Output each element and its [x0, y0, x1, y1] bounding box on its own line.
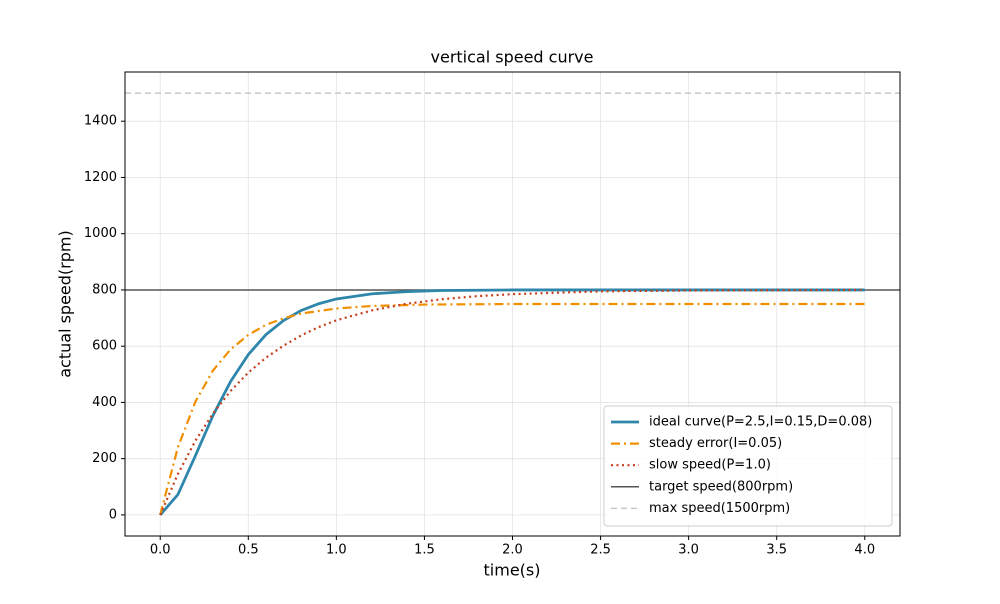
y-tick-label: 400 [92, 395, 117, 410]
x-tick-label: 3.5 [766, 543, 787, 558]
legend-box [603, 405, 893, 527]
y-axis-label: actual speed(rpm) [56, 230, 75, 378]
chart-title: vertical speed curve [431, 48, 594, 67]
x-tick-label: 3.0 [678, 543, 699, 558]
x-tick-label: 2.5 [590, 543, 611, 558]
y-tick-label: 1400 [84, 114, 117, 129]
y-tick-label: 800 [92, 282, 117, 297]
x-tick-label: 2.0 [502, 543, 523, 558]
y-tick-label: 0 [109, 507, 117, 522]
y-tick-label: 1200 [84, 170, 117, 185]
legend-label: target speed(800rpm) [649, 479, 793, 494]
legend-label: max speed(1500rpm) [649, 501, 790, 516]
x-tick-label: 1.5 [414, 543, 435, 558]
legend-label: steady error(I=0.05) [649, 436, 782, 451]
x-tick-label: 0.5 [238, 543, 259, 558]
x-tick-label: 1.0 [326, 543, 347, 558]
y-tick-label: 200 [92, 451, 117, 466]
plot-frame [124, 71, 901, 537]
y-tick-label: 1000 [84, 226, 117, 241]
legend-label: slow speed(P=1.0) [649, 458, 771, 473]
series-line [159, 302, 865, 516]
series-line [159, 288, 865, 516]
x-tick-label: 0.0 [150, 543, 171, 558]
legend-label: ideal curve(P=2.5,I=0.15,D=0.08) [649, 415, 872, 430]
series-line [159, 288, 865, 516]
y-tick-label: 600 [92, 339, 117, 354]
x-axis-label: time(s) [484, 561, 541, 580]
x-tick-label: 4.0 [854, 543, 875, 558]
